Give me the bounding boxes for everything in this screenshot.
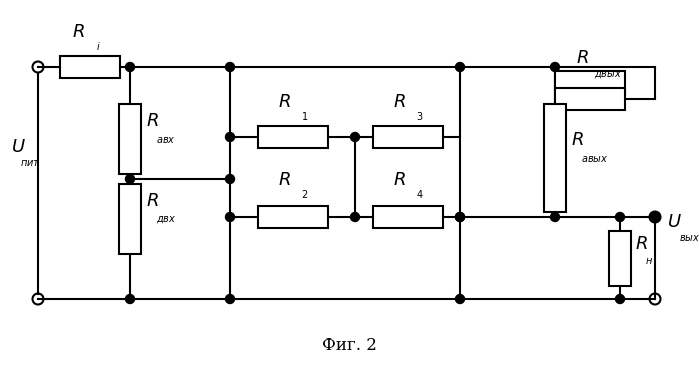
Circle shape (226, 62, 234, 72)
Circle shape (226, 294, 234, 304)
FancyBboxPatch shape (373, 206, 442, 228)
Circle shape (551, 212, 559, 222)
Text: $R$: $R$ (575, 49, 589, 67)
FancyBboxPatch shape (119, 184, 141, 254)
Circle shape (651, 212, 659, 222)
FancyBboxPatch shape (555, 71, 625, 93)
Circle shape (456, 212, 465, 222)
FancyBboxPatch shape (257, 206, 328, 228)
Text: $R$: $R$ (71, 23, 85, 41)
Text: $_{2}$: $_{2}$ (301, 187, 308, 201)
Text: $_i$: $_i$ (96, 39, 101, 53)
Text: $R$: $R$ (635, 235, 648, 253)
Text: $_{4}$: $_{4}$ (416, 187, 424, 201)
Text: $R$: $R$ (146, 112, 159, 130)
Circle shape (616, 212, 624, 222)
Circle shape (126, 174, 134, 184)
Text: $_{н}$: $_{н}$ (645, 253, 653, 267)
Text: $_{вых}$: $_{вых}$ (679, 230, 699, 244)
FancyBboxPatch shape (257, 126, 328, 148)
FancyBboxPatch shape (609, 230, 631, 286)
Circle shape (350, 212, 359, 222)
Text: $R$: $R$ (571, 131, 584, 149)
Circle shape (126, 62, 134, 72)
Text: $R$: $R$ (278, 93, 291, 111)
Circle shape (126, 294, 134, 304)
FancyBboxPatch shape (373, 126, 442, 148)
Text: $R$: $R$ (393, 93, 406, 111)
FancyBboxPatch shape (119, 104, 141, 174)
Text: $R$: $R$ (146, 192, 159, 210)
Text: $_{1}$: $_{1}$ (301, 109, 308, 123)
Circle shape (226, 174, 234, 184)
Text: $R$: $R$ (278, 171, 291, 189)
FancyBboxPatch shape (544, 104, 566, 212)
Text: $U$: $U$ (667, 213, 682, 231)
Circle shape (456, 212, 465, 222)
Text: $_{пит}$: $_{пит}$ (20, 155, 41, 169)
Circle shape (456, 62, 465, 72)
Circle shape (226, 212, 234, 222)
Text: $_{двх}$: $_{двх}$ (156, 212, 176, 226)
FancyBboxPatch shape (555, 88, 625, 110)
Circle shape (456, 294, 465, 304)
Circle shape (551, 62, 559, 72)
Text: $_{авх}$: $_{авх}$ (156, 132, 175, 146)
Circle shape (350, 132, 359, 142)
Text: $_{авых}$: $_{авых}$ (581, 151, 608, 165)
Text: $R$: $R$ (393, 171, 406, 189)
Text: Фиг. 2: Фиг. 2 (322, 337, 377, 353)
FancyBboxPatch shape (60, 56, 120, 78)
Text: $U$: $U$ (10, 138, 25, 156)
Text: $_{двых}$: $_{двых}$ (594, 67, 622, 81)
Circle shape (226, 132, 234, 142)
Text: $_{3}$: $_{3}$ (416, 109, 424, 123)
Circle shape (616, 294, 624, 304)
